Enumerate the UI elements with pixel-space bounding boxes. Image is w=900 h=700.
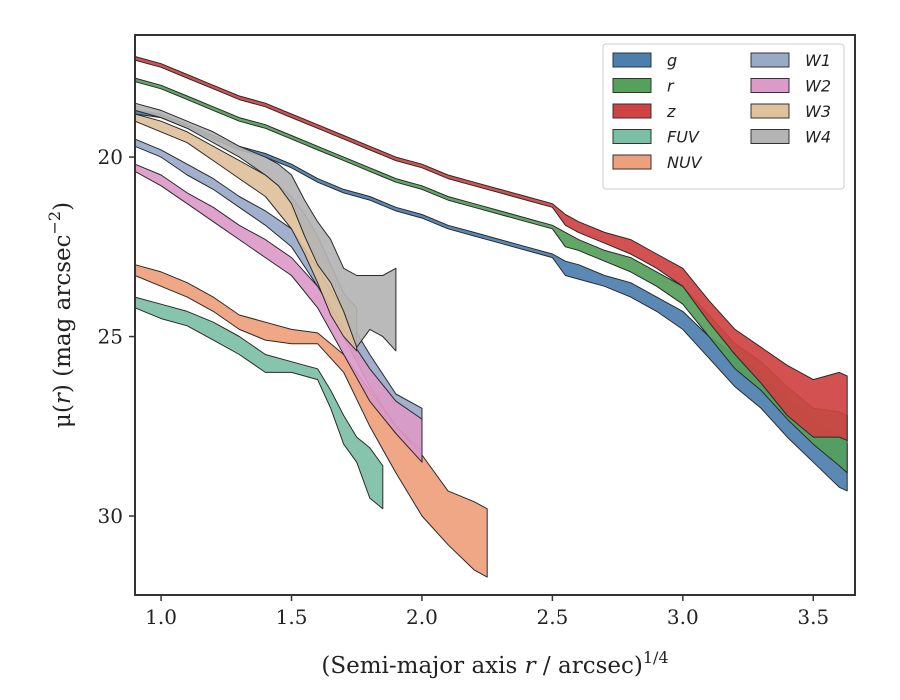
legend-label-fuv: FUV [667,128,700,147]
x-tick-label: 1.0 [145,605,177,629]
legend-label-w4: W4 [805,128,831,147]
legend-swatch-w3 [750,103,790,119]
x-tick-label: 1.5 [276,605,308,629]
band-r [134,77,848,474]
band-nuv [134,264,488,578]
legend-label-z: z [666,102,676,121]
x-axis-label-var: r [525,653,538,679]
band-fuv [134,296,384,510]
legend-label-g: g [667,51,677,70]
legend-label-r: r [667,77,675,96]
legend-swatch-nuv [612,154,652,170]
legend-swatch-w1 [750,52,790,68]
y-axis-label-part-2: ) (mag arcsec [50,234,76,393]
x-tick-label: 3.0 [667,605,699,629]
y-axis-label: μ(r) (mag arcsec−2) [45,202,76,428]
y-tick-label: 20 [98,145,123,169]
x-axis-label-part-1: (Semi-major axis [321,653,524,679]
legend-label-nuv: NUV [667,153,703,172]
y-axis-label-part-3: ) [50,202,76,211]
legend-label-w1: W1 [805,51,831,70]
plot-frame [134,34,856,596]
y-tick-label: 30 [98,504,123,528]
y-axis-label-var: r [50,391,76,404]
band-g [134,109,848,492]
x-axis-label-exponent: 1/4 [643,648,669,667]
band-w4 [134,102,397,352]
y-axis-ticks: 20 25 30 [98,145,135,528]
legend-swatch-w2 [750,78,790,93]
y-axis-label-part-1: μ( [50,404,76,428]
y-axis-label-exponent: −2 [45,211,64,235]
x-tick-label: 3.5 [797,605,829,629]
legend: grz FUV NUV W1 W2 W3 W4 [602,43,845,190]
legend-swatch-z [612,103,652,119]
x-tick-label: 2.0 [406,605,438,629]
x-axis-ticks: 1.0 1.5 2.0 2.5 3.0 3.5 [145,595,829,629]
legend-swatch-w4 [750,129,790,144]
legend-swatch-r [612,78,652,93]
x-tick-label: 2.5 [536,605,568,629]
legend-swatch-g [612,52,652,68]
legend-label-w3: W3 [805,102,831,121]
y-tick-label: 25 [98,325,123,349]
legend-label-w2: W2 [805,77,831,96]
x-axis-label: (Semi-major axis r / arcsec)1/4 [321,648,668,679]
data-bands [134,56,848,578]
band-z [134,56,848,442]
legend-swatch-fuv [612,129,652,144]
band-w2 [134,163,423,463]
x-axis-label-part-2: / arcsec) [536,653,643,679]
